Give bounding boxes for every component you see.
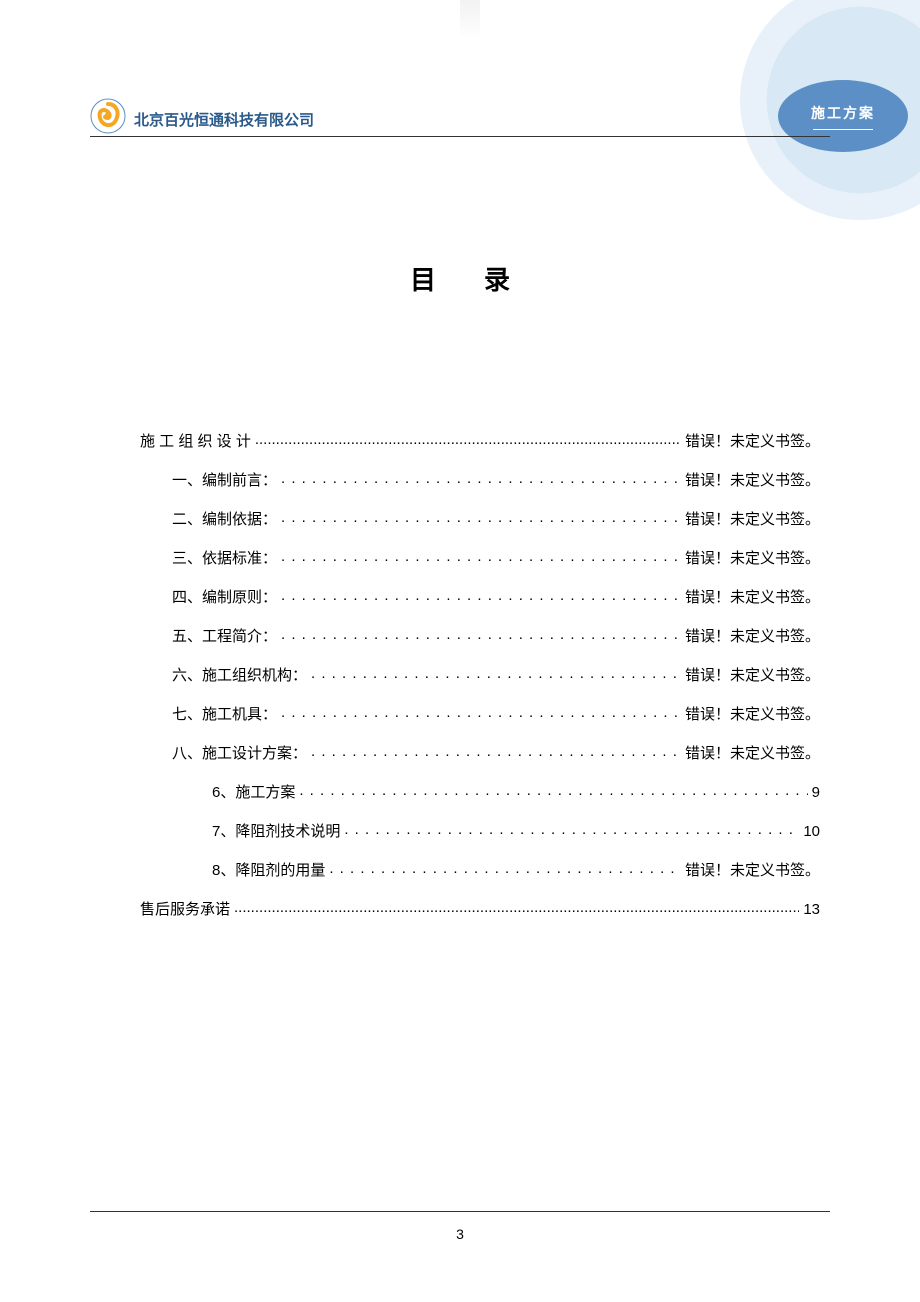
toc-entry-label: 六、施工组织机构： [172,664,307,685]
toc-entry-page: 错误！未定义书签。 [685,430,820,451]
toc-entry-page: 错误！未定义书签。 [685,586,820,607]
toc-entry-page: 错误！未定义书签。 [685,508,820,529]
toc-entry-page: 13 [803,901,820,918]
toc-entry-label: 七、施工机具： [172,703,277,724]
footer-divider [90,1211,830,1212]
toc-entry-page: 错误！未定义书签。 [685,625,820,646]
toc-entry-label: 四、编制原则： [172,586,277,607]
toc-leader [311,743,681,758]
toc-leader [281,704,681,719]
toc-entry: 6、施工方案 9 [140,781,820,802]
toc-entry: 七、施工机具： 错误！未定义书签。 [140,703,820,724]
toc-entry: 施 工 组 织 设 计 错误！未定义书签。 [140,430,820,451]
toc-entry: 二、编制依据： 错误！未定义书签。 [140,508,820,529]
toc-entry-label: 8、降阻剂的用量 [212,859,325,880]
toc-leader [281,587,681,602]
toc-leader [281,548,681,563]
toc-entry-label: 售后服务承诺 [140,898,230,919]
toc-entry-page: 错误！未定义书签。 [685,469,820,490]
toc-leader [299,782,807,797]
toc-leader [311,665,681,680]
toc-entry: 五、工程简介： 错误！未定义书签。 [140,625,820,646]
header-divider [90,136,830,137]
toc-container: 施 工 组 织 设 计错误！未定义书签。一、编制前言：错误！未定义书签。二、编制… [140,430,820,937]
toc-entry-label: 7、降阻剂技术说明 [212,820,340,841]
toc-leader [344,821,799,836]
toc-entry: 四、编制原则： 错误！未定义书签。 [140,586,820,607]
toc-entry-page: 错误！未定义书签。 [685,742,820,763]
toc-entry: 一、编制前言： 错误！未定义书签。 [140,469,820,490]
toc-leader [234,899,799,914]
toc-entry: 八、施工设计方案： 错误！未定义书签。 [140,742,820,763]
toc-title: 目录 [0,260,920,297]
toc-entry-label: 一、编制前言： [172,469,277,490]
page-fold-shadow [460,0,480,40]
toc-leader [329,860,681,875]
toc-entry-page: 错误！未定义书签。 [685,859,820,880]
toc-entry: 8、降阻剂的用量 错误！未定义书签。 [140,859,820,880]
toc-entry-label: 八、施工设计方案： [172,742,307,763]
company-name: 北京百光恒通科技有限公司 [134,109,314,134]
toc-entry-label: 五、工程简介： [172,625,277,646]
toc-entry-page: 错误！未定义书签。 [685,664,820,685]
toc-entry-page: 9 [812,784,820,801]
toc-entry-label: 施 工 组 织 设 计 [140,430,251,451]
toc-entry-label: 二、编制依据： [172,508,277,529]
toc-entry: 三、依据标准： 错误！未定义书签。 [140,547,820,568]
toc-entry-page: 错误！未定义书签。 [685,547,820,568]
toc-leader [255,431,681,446]
toc-leader [281,626,681,641]
toc-entry-page: 错误！未定义书签。 [685,703,820,724]
header-row: 北京百光恒通科技有限公司 [90,90,830,134]
toc-entry-page: 10 [803,823,820,840]
company-logo-icon [90,98,126,134]
page-number: 3 [0,1226,920,1242]
toc-entry: 售后服务承诺 13 [140,898,820,919]
toc-entry: 六、施工组织机构： 错误！未定义书签。 [140,664,820,685]
toc-entry-label: 6、施工方案 [212,781,295,802]
toc-entry: 7、降阻剂技术说明 10 [140,820,820,841]
toc-leader [281,509,681,524]
toc-leader [281,470,681,485]
toc-entry-label: 三、依据标准： [172,547,277,568]
